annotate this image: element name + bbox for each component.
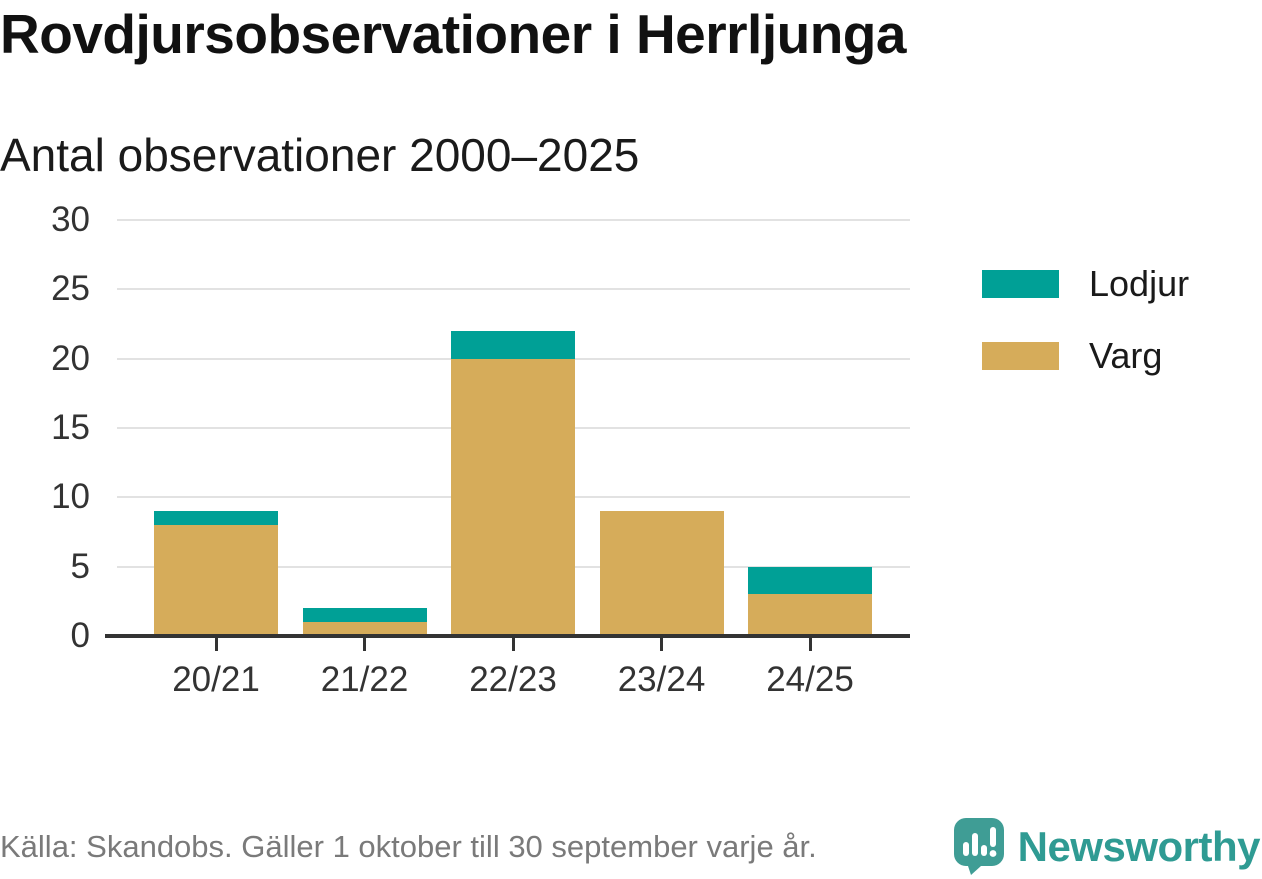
gridline-25	[117, 288, 910, 291]
x-tick-label-20-21: 20/21	[172, 660, 260, 699]
legend-label-varg: Varg	[1089, 335, 1163, 376]
x-tick-label-23-24: 23/24	[617, 660, 706, 699]
x-tick-22-23	[511, 638, 515, 651]
chart-subtitle: Antal observationer 2000–2025	[0, 129, 640, 181]
bar-lodjur-20-21	[154, 511, 278, 526]
x-tick-label-22-23: 22/23	[469, 660, 557, 699]
brand-logo: Newsworthy	[953, 818, 1261, 876]
chart-title: Rovdjursobservationer i Herrljunga	[0, 3, 907, 65]
bar-varg-21-22	[302, 622, 427, 636]
logo-bar-2	[971, 833, 978, 856]
x-tick-23-24	[660, 638, 663, 651]
logo-exclamation-stem	[989, 827, 996, 847]
x-tick-20-21	[214, 638, 218, 651]
logo-exclamation-dot	[989, 850, 997, 857]
bar-varg-22-23	[451, 358, 575, 636]
bar-lodjur-21-22	[302, 608, 427, 623]
x-axis: 20/21 21/22 22/23 23/24 24/25	[105, 638, 910, 758]
legend-label-lodjur: Lodjur	[1089, 263, 1190, 304]
bar-varg-23-24	[599, 511, 724, 636]
x-tick-label-24-25: 24/25	[766, 660, 854, 699]
x-axis-line	[105, 634, 910, 638]
source-note: Källa: Skandobs. Gäller 1 oktober till 3…	[0, 829, 817, 864]
legend-swatch-lodjur	[982, 270, 1059, 298]
legend-item-varg: Varg	[982, 335, 1189, 377]
y-tick-label-10: 10	[51, 477, 90, 517]
bar-varg-24-25	[748, 594, 872, 636]
logo-bubble-shape	[953, 818, 1004, 875]
legend-swatch-varg	[982, 342, 1059, 370]
y-tick-label-5: 5	[70, 546, 90, 586]
y-tick-label-25: 25	[51, 269, 90, 309]
plot-area	[105, 219, 910, 638]
legend: Lodjur Varg	[982, 263, 1189, 407]
y-axis: 0 5 10 15 20 25 30	[0, 200, 90, 655]
logo-bar-1	[962, 842, 969, 856]
x-tick-label-21-22: 21/22	[320, 660, 409, 699]
brand-wordmark: Newsworthy	[1017, 823, 1261, 870]
x-tick-21-22	[363, 638, 366, 651]
bar-lodjur-24-25	[748, 566, 872, 595]
y-tick-label-30: 30	[51, 200, 90, 239]
bar-varg-20-21	[154, 525, 278, 636]
y-tick-label-15: 15	[51, 408, 90, 447]
logo-bar-3	[980, 845, 987, 856]
x-tick-24-25	[808, 638, 812, 651]
y-tick-label-20: 20	[51, 338, 90, 378]
newsworthy-logo-icon	[953, 818, 1004, 875]
gridline-30	[117, 219, 910, 221]
bar-lodjur-22-23	[451, 330, 575, 359]
legend-item-lodjur: Lodjur	[982, 263, 1189, 305]
y-tick-label-0: 0	[70, 616, 90, 655]
footer: Källa: Skandobs. Gäller 1 oktober till 3…	[0, 818, 1262, 876]
